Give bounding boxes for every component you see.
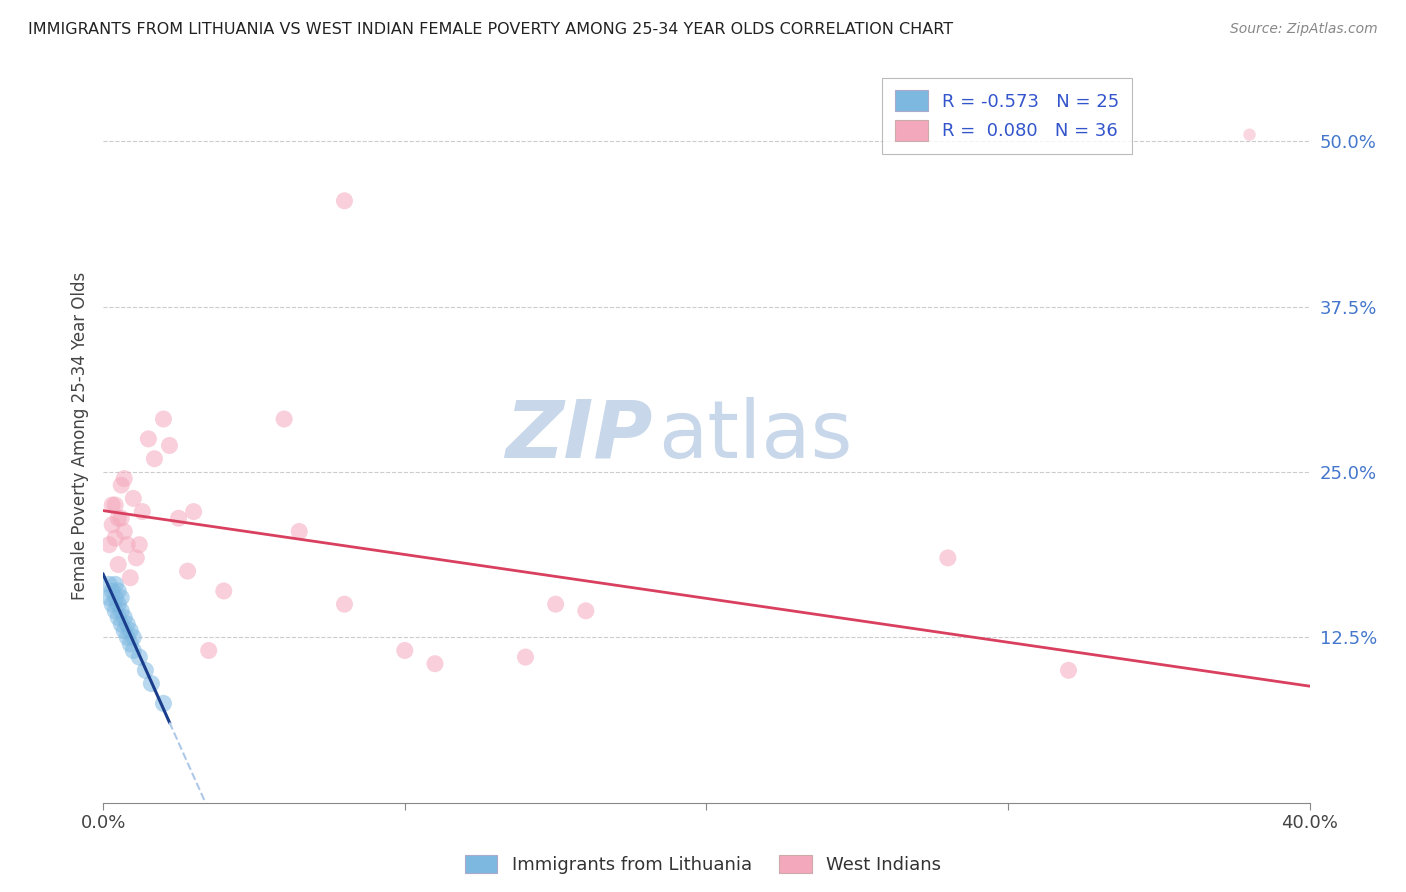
Point — [112, 471, 135, 485]
Point — [98, 591, 121, 605]
Point — [122, 643, 145, 657]
Point — [131, 505, 153, 519]
Point — [107, 558, 129, 572]
Point — [423, 657, 446, 671]
Point — [152, 697, 174, 711]
Point — [117, 538, 139, 552]
Point — [176, 564, 198, 578]
Point — [110, 591, 132, 605]
Point — [104, 498, 127, 512]
Point — [125, 550, 148, 565]
Point — [110, 511, 132, 525]
Point — [104, 577, 127, 591]
Y-axis label: Female Poverty Among 25-34 Year Olds: Female Poverty Among 25-34 Year Olds — [72, 271, 89, 599]
Point — [333, 597, 356, 611]
Point — [212, 584, 235, 599]
Point — [128, 538, 150, 552]
Point — [394, 643, 416, 657]
Point — [101, 597, 124, 611]
Point — [120, 624, 142, 638]
Point — [167, 511, 190, 525]
Point — [544, 597, 567, 611]
Point — [128, 650, 150, 665]
Legend: Immigrants from Lithuania, West Indians: Immigrants from Lithuania, West Indians — [456, 846, 950, 883]
Point — [288, 524, 311, 539]
Text: atlas: atlas — [658, 397, 852, 475]
Point — [107, 597, 129, 611]
Point — [159, 438, 181, 452]
Text: IMMIGRANTS FROM LITHUANIA VS WEST INDIAN FEMALE POVERTY AMONG 25-34 YEAR OLDS CO: IMMIGRANTS FROM LITHUANIA VS WEST INDIAN… — [28, 22, 953, 37]
Point — [515, 650, 537, 665]
Point — [1057, 663, 1080, 677]
Point — [122, 630, 145, 644]
Point — [120, 571, 142, 585]
Point — [273, 412, 295, 426]
Point — [122, 491, 145, 506]
Point — [112, 524, 135, 539]
Point — [112, 610, 135, 624]
Text: ZIP: ZIP — [505, 397, 652, 475]
Point — [141, 676, 163, 690]
Point — [183, 505, 205, 519]
Point — [110, 604, 132, 618]
Point — [152, 412, 174, 426]
Point — [143, 451, 166, 466]
Point — [936, 550, 959, 565]
Point — [107, 610, 129, 624]
Point — [110, 478, 132, 492]
Point — [134, 663, 156, 677]
Point — [101, 584, 124, 599]
Point — [107, 511, 129, 525]
Point — [104, 531, 127, 545]
Point — [117, 617, 139, 632]
Point — [107, 584, 129, 599]
Point — [104, 604, 127, 618]
Point — [1239, 128, 1261, 142]
Point — [101, 517, 124, 532]
Point — [101, 498, 124, 512]
Point — [98, 538, 121, 552]
Point — [112, 624, 135, 638]
Point — [197, 643, 219, 657]
Point — [575, 604, 598, 618]
Point — [120, 637, 142, 651]
Point — [98, 577, 121, 591]
Point — [117, 630, 139, 644]
Point — [110, 617, 132, 632]
Text: Source: ZipAtlas.com: Source: ZipAtlas.com — [1230, 22, 1378, 37]
Point — [333, 194, 356, 208]
Point — [104, 591, 127, 605]
Legend: R = -0.573   N = 25, R =  0.080   N = 36: R = -0.573 N = 25, R = 0.080 N = 36 — [883, 78, 1132, 153]
Point — [138, 432, 160, 446]
